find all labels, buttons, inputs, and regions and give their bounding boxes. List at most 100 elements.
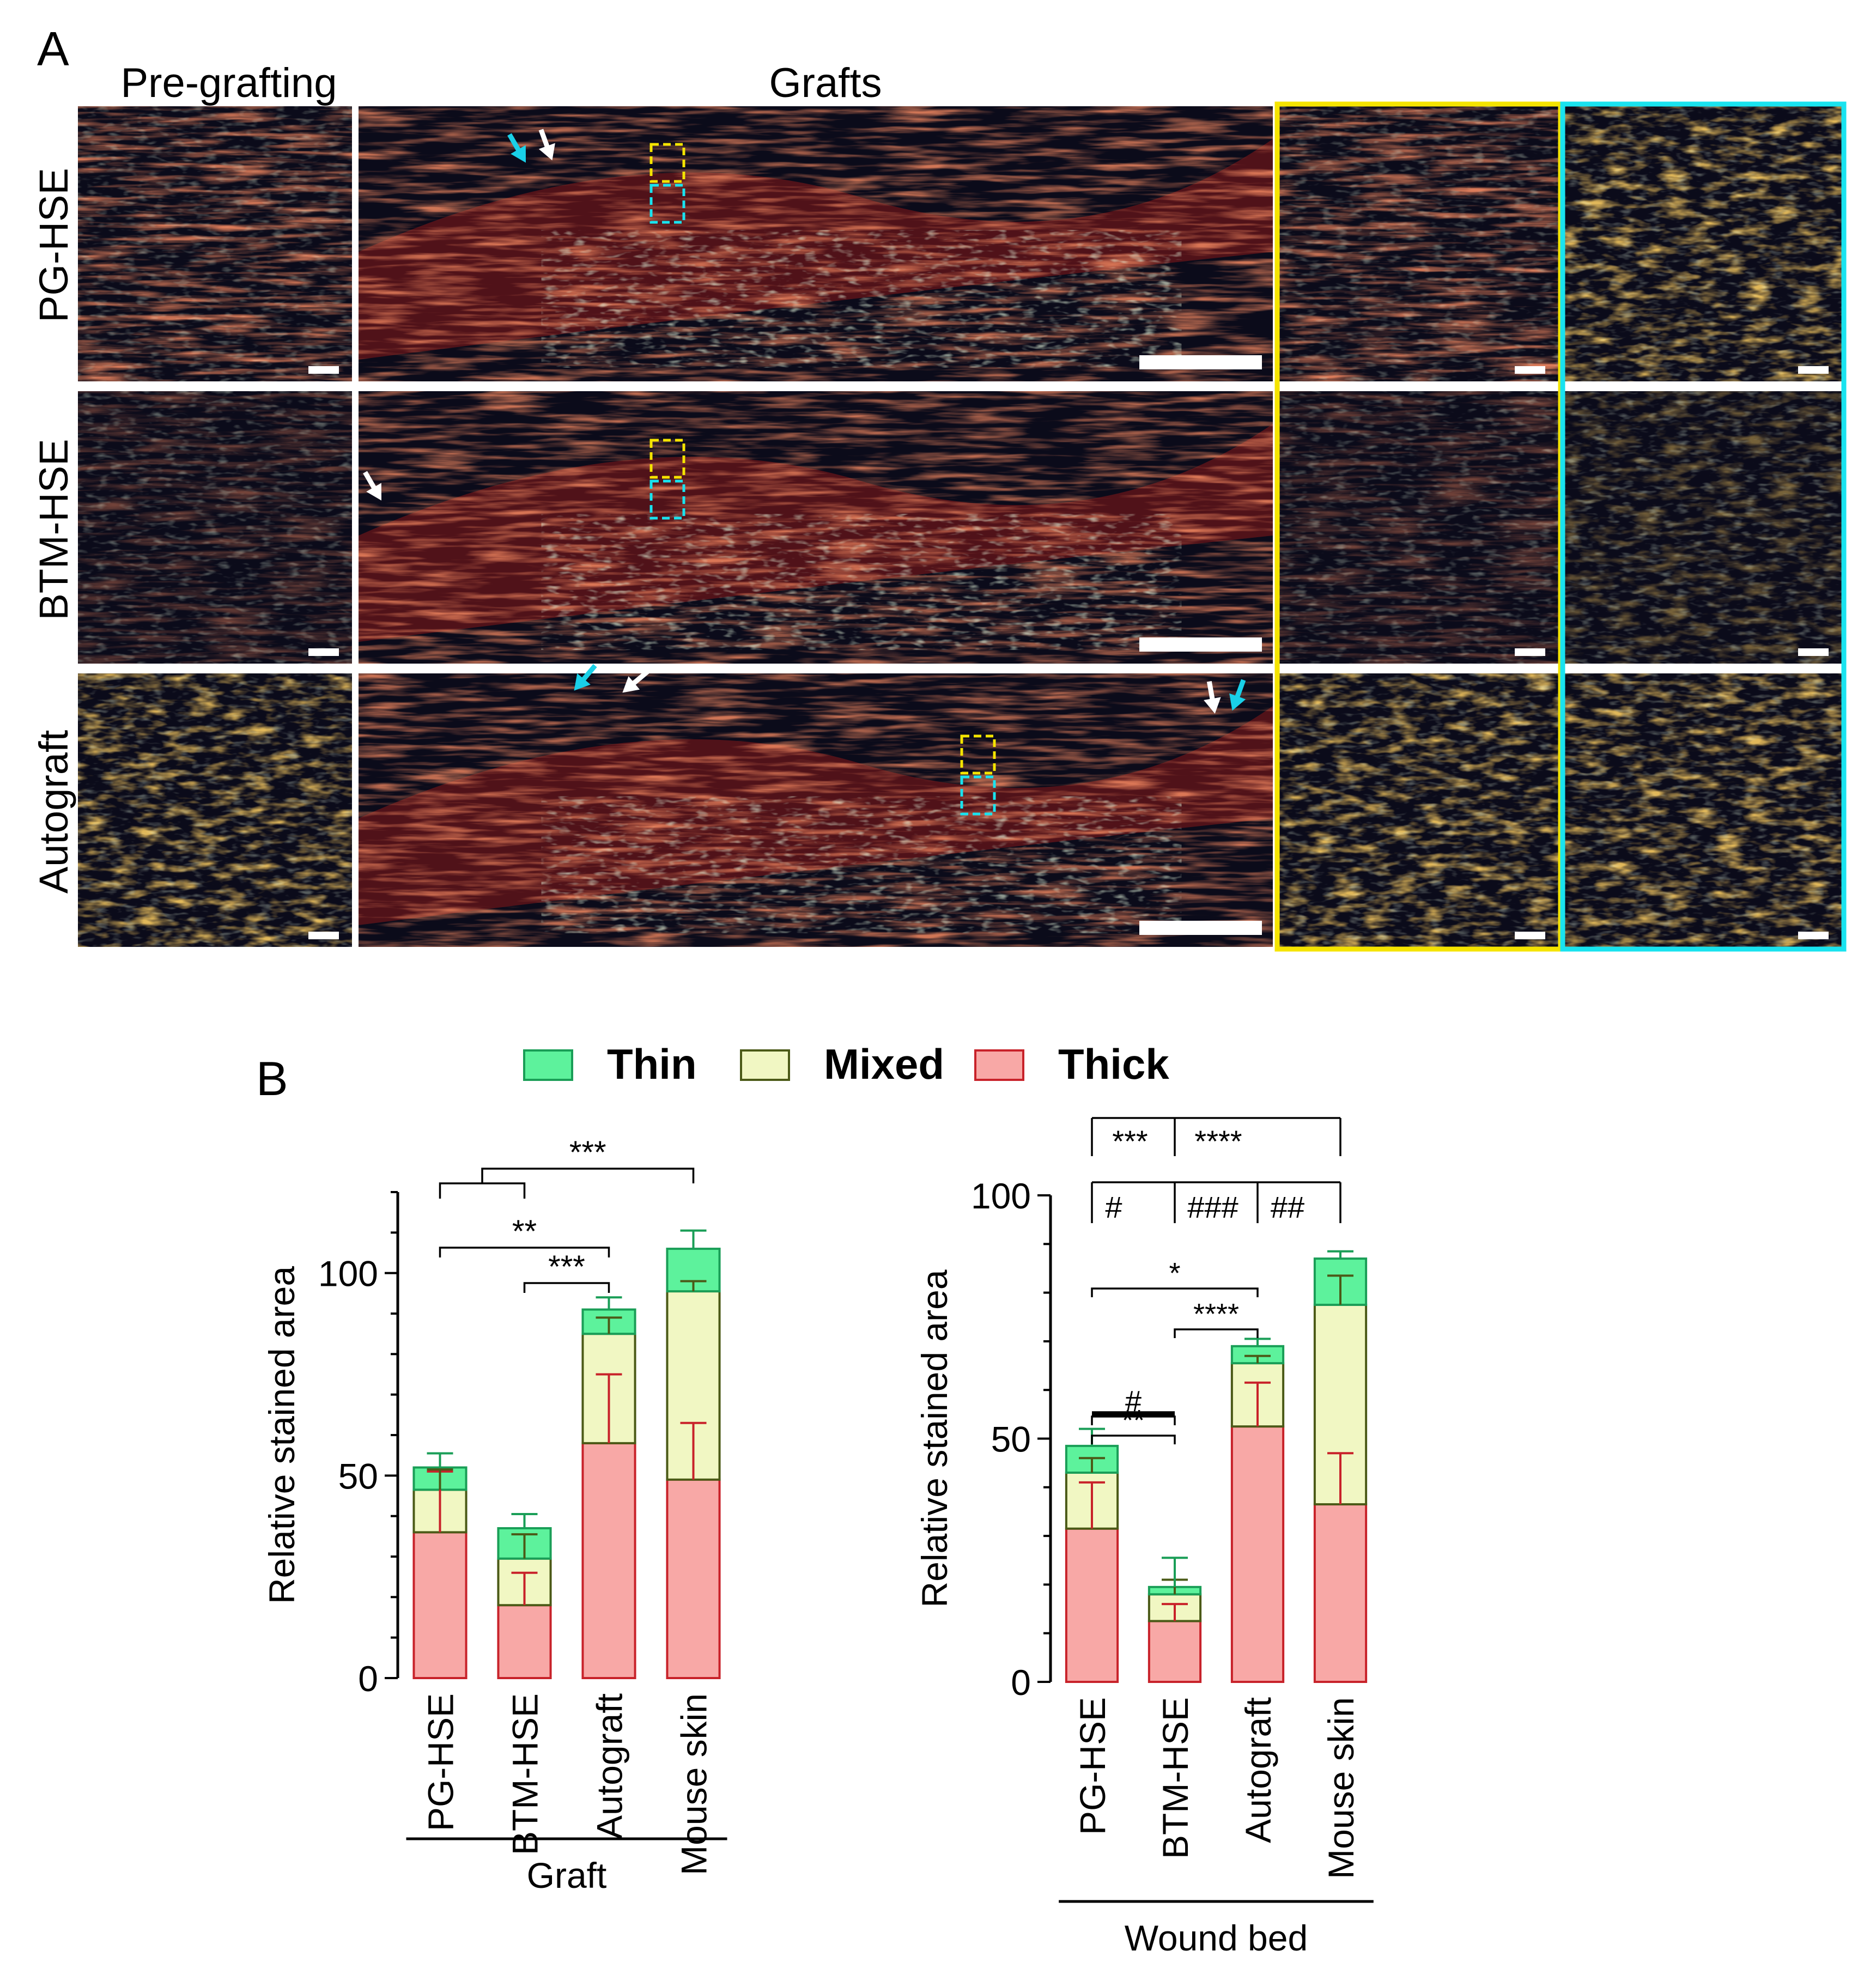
scale-bar (308, 932, 339, 939)
zoom-frame-cyan (1560, 101, 1847, 952)
x-tick-label: BTM-HSE (505, 1693, 545, 1855)
legend-label-thick: Thick (1058, 1040, 1169, 1088)
bar-thick (497, 1604, 552, 1679)
legend-swatch-thick (974, 1049, 1024, 1081)
row-label-autograft: Autograft (31, 730, 76, 894)
arrow-marker (574, 664, 597, 691)
arrow-marker (507, 133, 526, 163)
micrograph-grid (78, 101, 1847, 952)
x-tick-label: Mouse skin (674, 1693, 714, 1875)
x-tick-label: BTM-HSE (1155, 1697, 1195, 1859)
y-tick-label: 0 (358, 1658, 378, 1699)
zoom-box-cyan (649, 184, 685, 224)
micrograph-autograft-3 (1279, 673, 1558, 947)
zoom-box-yellow (649, 143, 685, 183)
legend-label-mixed: Mixed (824, 1040, 944, 1088)
x-tick-label: Mouse skin (1321, 1697, 1361, 1879)
y-axis-label: Relative stained area (914, 1269, 955, 1607)
legend: Thin Mixed Thick (523, 1040, 1169, 1088)
legend-swatch-thin (523, 1049, 573, 1081)
scale-bar (1139, 637, 1262, 652)
panel-a: A Pre-grafting Grafts PG-HSE BTM-HSE Aut… (31, 22, 1847, 952)
x-tick-label: PG-HSE (1072, 1697, 1113, 1835)
fiber-texture-green (1279, 391, 1558, 664)
significance-label: *** (569, 1135, 606, 1170)
bar-thick (412, 1531, 468, 1679)
fiber-texture-green (1565, 391, 1842, 664)
scale-bar (1139, 921, 1262, 935)
fiber-texture-green (541, 796, 1182, 933)
micrograph-autograft-1 (78, 673, 352, 947)
significance-bracket (439, 1182, 526, 1199)
arrow-head (622, 676, 640, 693)
scale-bar (308, 366, 339, 374)
bar-thick (1230, 1425, 1285, 1684)
arrow-marker (622, 670, 649, 693)
y-tick-label: 100 (971, 1176, 1031, 1216)
micrograph-btm-hse-3 (1279, 391, 1558, 664)
micrograph-btm-hse-4 (1565, 391, 1842, 664)
fiber-texture-green (1565, 106, 1842, 381)
micrograph-btm-hse-1 (78, 391, 352, 664)
significance-bracket (481, 1168, 695, 1183)
chart-wound-bed: 0 50 100 Relative stained area PG-HSE BTM-HSE… (914, 1117, 1374, 1958)
arrow-head (1204, 697, 1221, 714)
panel-b-letter: B (256, 1052, 288, 1105)
scale-bar (1798, 648, 1829, 656)
fiber-texture-green (78, 391, 352, 664)
significance-bracket (1174, 1328, 1259, 1338)
fiber-texture-green (78, 673, 352, 947)
scale-bar (1515, 648, 1545, 656)
significance-label: **** (1194, 1124, 1242, 1158)
scale-bar (1139, 355, 1262, 369)
significance-bracket (1091, 1435, 1176, 1444)
y-tick-label: 0 (1011, 1662, 1031, 1703)
arrow-head (511, 145, 526, 163)
panel-a-letter: A (37, 22, 69, 76)
y-tick-label: 50 (338, 1456, 378, 1496)
legend-label-thin: Thin (607, 1040, 697, 1088)
zoom-box-cyan (649, 479, 685, 520)
scale-bar (308, 648, 339, 656)
significance-label: ** (512, 1214, 537, 1249)
x-tick-label: Autograft (1238, 1697, 1278, 1843)
zoom-box-yellow (960, 734, 996, 775)
significance-label: **** (1193, 1298, 1239, 1330)
scale-bar (1798, 366, 1829, 374)
significance-label: ### (1187, 1190, 1238, 1224)
significance-label: * (1169, 1257, 1180, 1290)
bar-thick (1148, 1620, 1202, 1683)
micrograph-pg-hse-2 (359, 106, 1273, 381)
arrow-head (538, 143, 555, 161)
micrograph-pg-hse-3 (1279, 106, 1558, 381)
fiber-texture-green (78, 106, 352, 381)
significance-bracket (1091, 1415, 1176, 1425)
significance-bracket (439, 1247, 610, 1257)
y-axis-label: Relative stained area (262, 1266, 302, 1604)
significance-label: # (1105, 1190, 1122, 1224)
col-header-grafts: Grafts (769, 60, 882, 106)
arrow-marker (363, 471, 381, 501)
arrow-head (1229, 693, 1246, 711)
fiber-texture-green (541, 514, 1182, 650)
micrograph-autograft-4 (1565, 673, 1842, 947)
chart-graft: 0 50 100 Relative stained area PG-HSE BTM-HSE… (262, 1135, 727, 1895)
row-label-btm-hse: BTM-HSE (31, 439, 76, 621)
group-label: Graft (527, 1855, 607, 1895)
arrow-marker (1229, 679, 1246, 711)
bar-thick (581, 1442, 636, 1680)
x-tick-label: Autograft (590, 1693, 630, 1839)
zoom-box-cyan (960, 775, 996, 816)
scale-bar (1515, 932, 1545, 939)
micrograph-pg-hse-4 (1565, 106, 1842, 381)
arrow-marker (1204, 680, 1221, 714)
fiber-texture-green (1279, 673, 1558, 947)
significance-bracket (1091, 1287, 1259, 1297)
scale-bar (1515, 366, 1545, 374)
zoom-box-yellow (649, 439, 685, 479)
x-tick-label: PG-HSE (421, 1693, 461, 1831)
panel-b: B Thin Mixed Thick 0 50 100 Relative stained … (256, 1040, 1374, 1958)
arrow-head (574, 673, 591, 691)
micrograph-pg-hse-1 (78, 106, 352, 381)
arrow-head (366, 483, 381, 501)
